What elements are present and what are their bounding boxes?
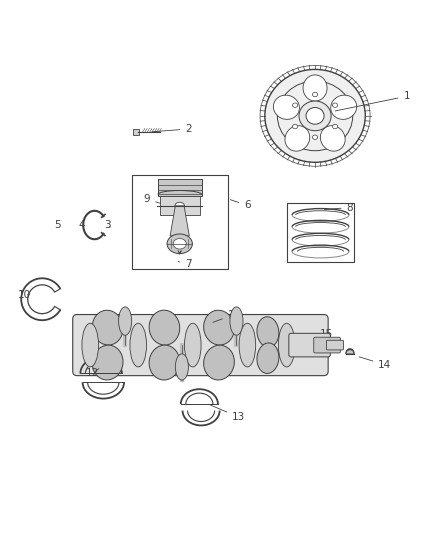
Bar [287, 203, 354, 262]
FancyBboxPatch shape [289, 333, 330, 357]
Ellipse shape [293, 124, 298, 129]
Ellipse shape [92, 310, 123, 345]
Ellipse shape [273, 95, 300, 119]
Ellipse shape [332, 124, 338, 129]
Ellipse shape [175, 203, 184, 209]
Ellipse shape [279, 323, 295, 367]
Ellipse shape [175, 354, 188, 380]
Ellipse shape [239, 323, 256, 367]
Bar [132, 175, 228, 269]
Text: 3: 3 [104, 220, 111, 230]
Text: 6: 6 [230, 200, 251, 211]
FancyBboxPatch shape [326, 340, 343, 350]
Ellipse shape [184, 323, 201, 367]
Ellipse shape [82, 323, 99, 367]
Ellipse shape [92, 345, 123, 380]
Ellipse shape [204, 310, 234, 345]
Text: 15: 15 [307, 329, 332, 339]
Ellipse shape [130, 323, 147, 367]
Ellipse shape [149, 345, 180, 380]
FancyBboxPatch shape [73, 314, 328, 376]
Ellipse shape [204, 345, 234, 380]
Ellipse shape [320, 126, 345, 151]
Ellipse shape [265, 69, 365, 163]
Text: 10: 10 [18, 290, 31, 300]
Ellipse shape [119, 307, 132, 335]
Ellipse shape [332, 103, 338, 107]
Text: 8: 8 [325, 203, 353, 213]
Ellipse shape [303, 75, 327, 101]
FancyBboxPatch shape [133, 129, 139, 135]
Text: 4: 4 [78, 220, 85, 230]
Ellipse shape [257, 343, 279, 374]
Ellipse shape [149, 310, 180, 345]
Bar [159, 196, 200, 215]
Ellipse shape [285, 126, 310, 151]
Text: 14: 14 [359, 357, 392, 370]
Text: 2: 2 [152, 124, 192, 134]
Ellipse shape [277, 81, 353, 151]
Text: 5: 5 [54, 220, 61, 230]
Wedge shape [346, 350, 354, 354]
Text: 7: 7 [178, 260, 192, 269]
FancyBboxPatch shape [314, 337, 340, 353]
Text: 11: 11 [213, 310, 241, 322]
Polygon shape [170, 206, 189, 236]
Ellipse shape [257, 317, 279, 347]
Text: 9: 9 [144, 194, 159, 204]
Text: 12: 12 [86, 368, 99, 378]
Text: 13: 13 [211, 405, 245, 422]
Ellipse shape [299, 101, 331, 131]
Ellipse shape [293, 103, 298, 107]
Ellipse shape [167, 234, 192, 254]
Ellipse shape [312, 92, 318, 96]
Text: 1: 1 [335, 91, 410, 111]
Ellipse shape [331, 95, 357, 119]
Ellipse shape [230, 307, 243, 335]
Ellipse shape [306, 108, 324, 124]
Ellipse shape [312, 135, 318, 140]
Bar [158, 179, 201, 196]
Ellipse shape [173, 239, 186, 249]
